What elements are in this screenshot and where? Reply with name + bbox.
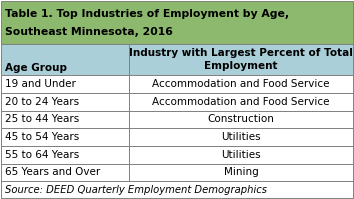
Text: Accommodation and Food Service: Accommodation and Food Service — [153, 79, 330, 89]
Bar — [1, 111, 130, 128]
Text: 20 to 24 Years: 20 to 24 Years — [5, 97, 79, 107]
Bar — [130, 111, 353, 128]
Text: Accommodation and Food Service: Accommodation and Food Service — [153, 97, 330, 107]
Bar — [130, 128, 353, 146]
Text: Construction: Construction — [208, 114, 275, 125]
Text: 65 Years and Over: 65 Years and Over — [5, 167, 100, 178]
Text: Utilities: Utilities — [222, 132, 261, 142]
Text: Employment: Employment — [205, 61, 278, 71]
Bar — [1, 75, 130, 93]
Text: 55 to 64 Years: 55 to 64 Years — [5, 150, 79, 160]
Bar — [1, 1, 353, 44]
Text: 45 to 54 Years: 45 to 54 Years — [5, 132, 79, 142]
Bar — [130, 93, 353, 111]
Bar — [1, 128, 130, 146]
Text: 25 to 44 Years: 25 to 44 Years — [5, 114, 79, 125]
Bar — [130, 44, 353, 75]
Text: Mining: Mining — [224, 167, 259, 178]
Bar — [130, 164, 353, 181]
Bar — [130, 75, 353, 93]
Bar — [1, 44, 130, 75]
Bar — [1, 93, 130, 111]
Text: 19 and Under: 19 and Under — [5, 79, 76, 89]
Bar — [1, 181, 353, 198]
Bar — [1, 164, 130, 181]
Text: Industry with Largest Percent of Total: Industry with Largest Percent of Total — [129, 48, 353, 58]
Bar — [130, 146, 353, 164]
Text: Utilities: Utilities — [222, 150, 261, 160]
Text: Age Group: Age Group — [5, 63, 67, 73]
Text: Table 1. Top Industries of Employment by Age,: Table 1. Top Industries of Employment by… — [5, 9, 289, 19]
Text: Source: DEED Quarterly Employment Demographics: Source: DEED Quarterly Employment Demogr… — [5, 185, 267, 195]
Text: Southeast Minnesota, 2016: Southeast Minnesota, 2016 — [5, 27, 173, 37]
Bar — [1, 146, 130, 164]
